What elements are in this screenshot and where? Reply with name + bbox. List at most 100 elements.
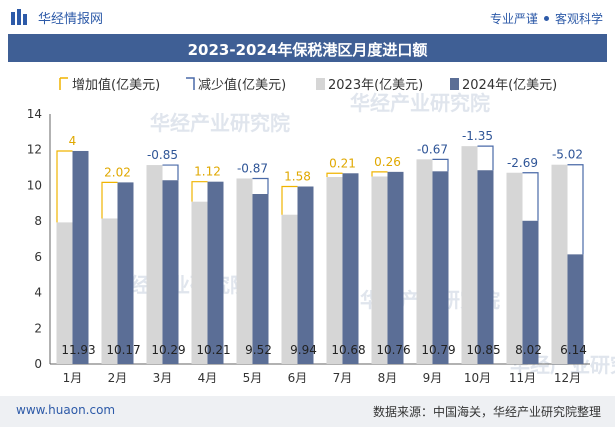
x-tick-label: 12月 [554, 371, 581, 385]
value-2024-label: 10.79 [421, 343, 455, 357]
decrease-bracket [162, 164, 179, 181]
x-tick-label: 6月 [288, 371, 308, 385]
increase-bracket [371, 171, 388, 177]
brand-name: 华经情报网 [38, 12, 104, 27]
x-tick-label: 2月 [108, 371, 128, 385]
bar-2024 [567, 254, 584, 364]
title-bar: 2023-2024年保税港区月度进口额 [8, 34, 607, 62]
footer-source: 数据来源：中国海关，华经产业研究院整理 [372, 405, 601, 419]
value-2024-label: 8.02 [515, 343, 542, 357]
x-tick-label: 9月 [423, 371, 443, 385]
change-data-label: 0.26 [374, 155, 401, 169]
footer-website-link[interactable]: www.huaon.com [16, 403, 116, 417]
y-tick-label: 8 [34, 214, 42, 228]
chart-title: 2023-2024年保税港区月度进口额 [187, 41, 428, 59]
legend-label-s24: 2024年(亿美元) [462, 78, 557, 93]
x-tick-label: 3月 [153, 371, 173, 385]
y-tick-label: 4 [34, 286, 42, 300]
bar-2023 [551, 164, 568, 364]
change-data-label: -1.35 [462, 129, 493, 143]
tagline: 专业严谨 客观科学 [490, 10, 603, 27]
bar-2024 [387, 171, 404, 364]
footer: www.huaon.com 数据来源：中国海关，华经产业研究院整理 [0, 396, 615, 427]
change-data-label: 2.02 [104, 165, 131, 179]
bar-2024 [342, 173, 359, 364]
change-data-label: 1.12 [194, 165, 221, 179]
decrease-bracket [477, 145, 494, 171]
value-2024-label: 10.76 [376, 343, 410, 357]
bar-2023 [101, 218, 118, 364]
value-2024-label: 10.17 [106, 343, 140, 357]
change-data-label: 4 [69, 134, 77, 148]
y-tick-label: 14 [27, 107, 42, 121]
y-tick-label: 12 [27, 143, 42, 157]
x-tick-label: 10月 [464, 371, 491, 385]
value-2024-label: 9.52 [245, 343, 272, 357]
bar-2024 [252, 194, 269, 364]
legend-increase-marker [59, 77, 68, 90]
x-tick-label: 11月 [509, 371, 536, 385]
increase-bracket [326, 172, 343, 178]
legend-s24-marker [450, 78, 459, 90]
legend-label-inc: 增加值(亿美元) [72, 77, 160, 93]
value-2024-label: 10.85 [466, 343, 500, 357]
value-2024-label: 10.21 [196, 343, 230, 357]
x-tick-label: 1月 [63, 371, 83, 385]
legend-decrease-marker [186, 77, 195, 90]
bar-2024 [432, 171, 449, 364]
increase-bracket [101, 181, 118, 219]
decrease-bracket [432, 158, 449, 172]
tagline-left: 专业严谨 [489, 12, 538, 26]
decrease-bracket [252, 177, 269, 194]
tagline-dot-icon [543, 16, 549, 21]
x-tick-label: 5月 [243, 371, 263, 385]
bar-2024 [117, 182, 134, 364]
change-data-label: -2.69 [507, 156, 538, 170]
bar-2024 [477, 170, 494, 364]
change-data-label: 0.21 [329, 156, 356, 170]
increase-bracket [191, 181, 208, 202]
bar-2024 [297, 186, 314, 364]
change-data-label: -5.02 [552, 148, 583, 162]
brand[interactable]: 华经情报网 [10, 8, 103, 27]
chart-area: 华经产业研究院华经产业研究院华经产业研究院华经产业研究院华经产业研究院增加值(亿… [27, 77, 615, 385]
legend-s23-marker [316, 78, 325, 90]
bar-2024 [522, 220, 539, 364]
bar-2023 [146, 165, 163, 364]
change-data-label: -0.87 [237, 161, 268, 175]
x-tick-label: 8月 [378, 371, 398, 385]
bar-2024 [207, 181, 224, 364]
value-2024-label: 10.68 [331, 343, 365, 357]
decrease-bracket [567, 164, 584, 255]
change-data-label: 1.58 [284, 170, 311, 184]
value-2024-label: 10.29 [151, 343, 185, 357]
value-2024-label: 11.93 [61, 343, 95, 357]
bar-2024 [72, 150, 89, 364]
y-tick-label: 2 [34, 321, 42, 335]
bar-2024 [162, 180, 179, 364]
increase-bracket [56, 150, 73, 223]
watermark-text: 华经产业研究院 [350, 91, 490, 115]
bar-2023 [326, 177, 343, 364]
bar-2023 [236, 178, 253, 364]
legend-label-s23: 2023年(亿美元) [328, 78, 423, 93]
bar-2023 [281, 214, 298, 364]
legend-label-dec: 减少值(亿美元) [198, 77, 286, 93]
change-data-label: -0.85 [147, 148, 178, 162]
bar-2023 [56, 222, 73, 364]
watermark-text: 华经产业研究院 [150, 111, 290, 135]
y-tick-label: 10 [27, 178, 42, 192]
x-tick-label: 7月 [333, 371, 353, 385]
x-tick-label: 4月 [198, 371, 218, 385]
bar-2023 [461, 146, 478, 364]
bar-2023 [506, 172, 523, 364]
value-2024-label: 6.14 [560, 343, 587, 357]
top-bar: 华经情报网 专业严谨 客观科学 [0, 0, 615, 34]
bar-2023 [191, 201, 208, 364]
value-2024-label: 9.94 [290, 343, 317, 357]
bar-2023 [371, 176, 388, 364]
increase-bracket [281, 185, 298, 215]
bar-2023 [416, 159, 433, 364]
decrease-bracket [522, 172, 539, 221]
brand-logo-icon [11, 8, 27, 25]
